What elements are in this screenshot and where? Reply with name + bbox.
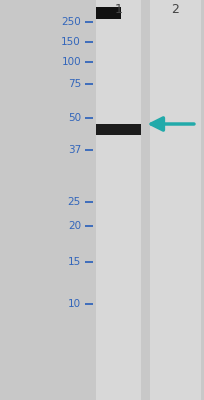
Text: 75: 75 [67, 79, 81, 89]
Bar [96, 124, 141, 135]
Text: 100: 100 [61, 57, 81, 67]
Text: 37: 37 [67, 145, 81, 155]
Bar [96, 124, 141, 135]
Bar [96, 124, 141, 135]
Text: 15: 15 [67, 257, 81, 267]
Text: 50: 50 [68, 113, 81, 123]
Bar [149, 0, 200, 400]
Text: 10: 10 [68, 299, 81, 309]
Bar [96, 7, 121, 19]
Text: 250: 250 [61, 17, 81, 27]
Bar [96, 124, 141, 135]
Text: 150: 150 [61, 37, 81, 47]
Bar [96, 124, 141, 135]
Text: 20: 20 [68, 221, 81, 231]
Text: 2: 2 [171, 3, 178, 16]
Text: 1: 1 [114, 3, 122, 16]
Text: 25: 25 [67, 197, 81, 207]
Bar [96, 124, 141, 135]
Bar [96, 0, 141, 400]
